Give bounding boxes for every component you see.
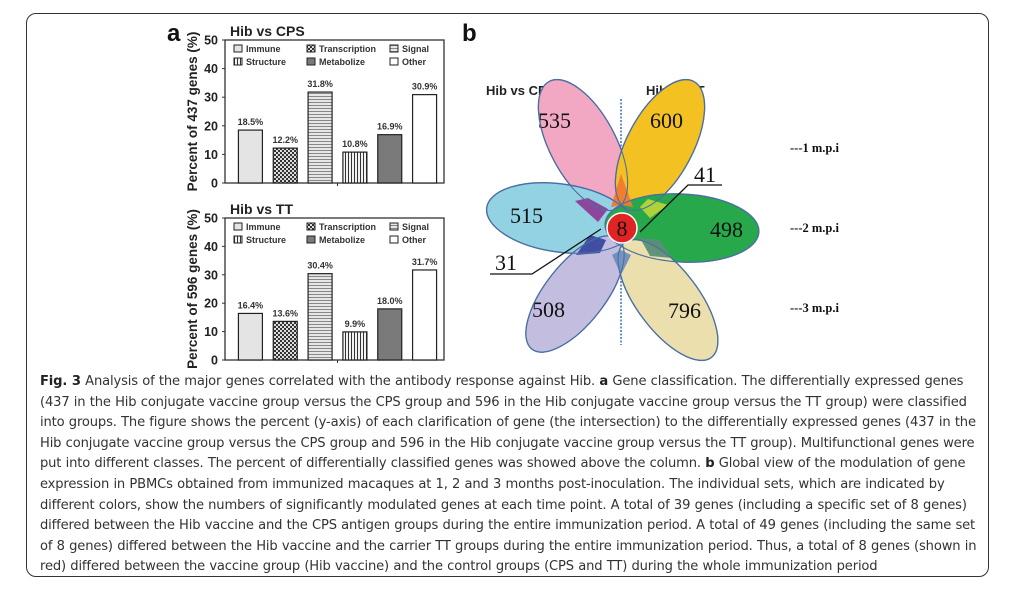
figure-frame [26,13,989,577]
venn-petal-value: 600 [650,108,683,133]
overlap-cyan-lavender [576,235,606,255]
callout-31-line [490,228,602,275]
caption-b-text: Global view of the modulation of gene ex… [40,456,977,575]
overlap-lavender-tan [612,250,631,275]
caption-a-text: Gene classification. The differentially … [40,374,976,472]
callout-41-line [639,184,722,233]
venn-petal-value: 535 [538,108,571,133]
callout-31-value: 31 [495,250,517,275]
caption-b-label: b [705,456,715,472]
overlap-pink-cyan [575,198,608,222]
venn-petal-value: 508 [532,297,565,322]
overlap-yellow-green [640,199,668,218]
timepoint-1-label: ---1 m.p.i [790,141,839,155]
caption-intro: Analysis of the major genes correlated w… [80,374,600,389]
overlap-pink-yellow [611,174,633,207]
figure-caption: Fig. 3 Analysis of the major genes corre… [40,372,985,578]
caption-a-label: a [599,374,609,389]
callout-41-value: 41 [694,162,716,187]
timepoint-3-label: ---3 m.p.i [790,301,839,315]
caption-fig-label: Fig. 3 [40,374,81,389]
venn-petal-outline [614,79,706,211]
venn-petal-value: 498 [710,217,743,242]
venn-petal-value: 515 [510,203,543,228]
panel-b-label: b [462,20,477,47]
venn-petal-value: 796 [668,298,701,323]
timepoint-2-label: ---2 m.p.i [790,221,839,235]
venn-left-title: Hib vs CPS [486,83,556,98]
venn-petal-outline [537,79,629,211]
venn-petal-outline [604,193,760,263]
venn-center-value: 8 [617,216,628,241]
panel-a-label: a [167,20,181,47]
venn-center-circle [606,212,638,244]
